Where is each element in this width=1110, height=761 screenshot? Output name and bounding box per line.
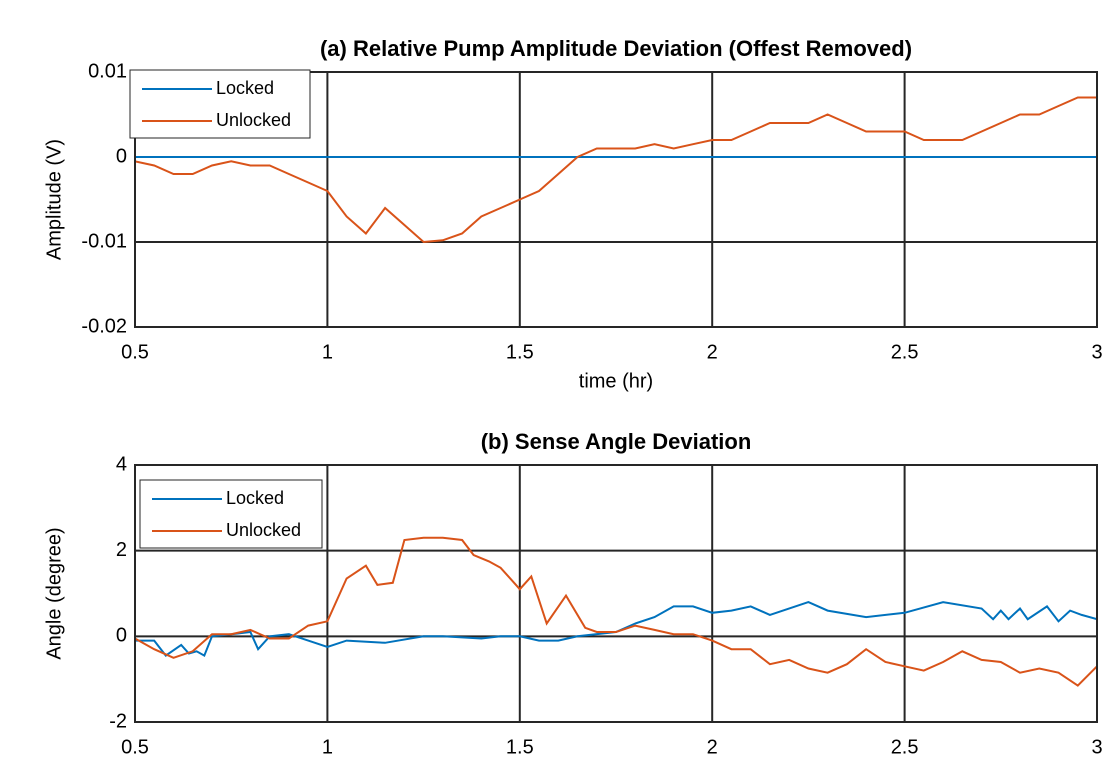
data-line	[135, 96, 1097, 244]
y-tick-label: -0.01	[81, 230, 127, 252]
legend-box	[139, 479, 323, 549]
x-tick-label: 2.5	[891, 341, 919, 363]
legend-label: Unlocked	[216, 110, 291, 130]
axes-box	[134, 71, 1098, 328]
y-axis-label: Angle (degree)	[43, 527, 65, 659]
data-line	[135, 536, 1097, 687]
chart-title: (b) Sense Angle Deviation	[481, 429, 752, 454]
x-tick-label: 2	[707, 736, 718, 758]
y-tick-label: 0.01	[88, 60, 127, 82]
y-tick-label: 4	[116, 453, 127, 475]
x-tick-label: 1	[322, 341, 333, 363]
legend-label: Locked	[226, 488, 284, 508]
x-tick-label: 2.5	[891, 736, 919, 758]
y-tick-label: 0	[116, 625, 127, 647]
legend-label: Unlocked	[226, 520, 301, 540]
y-axis-label: Amplitude (V)	[43, 139, 65, 260]
legend-label: Locked	[216, 78, 274, 98]
y-tick-label: -2	[109, 710, 127, 732]
x-tick-label: 3	[1091, 341, 1102, 363]
x-tick-label: 1.5	[506, 736, 534, 758]
y-tick-label: -0.02	[81, 315, 127, 337]
x-tick-label: 2	[707, 341, 718, 363]
chart-title: (a) Relative Pump Amplitude Deviation (O…	[320, 36, 912, 61]
legend-box	[129, 69, 311, 139]
legend: Locked Unlocked	[139, 479, 323, 549]
y-tick-label: 2	[116, 539, 127, 561]
x-tick-label: 3	[1091, 736, 1102, 758]
x-tick-label: 0.5	[121, 341, 149, 363]
y-tick-label: 0	[116, 145, 127, 167]
x-tick-label: 1	[322, 736, 333, 758]
legend: Locked Unlocked	[129, 69, 311, 139]
x-axis-label: time (hr)	[579, 370, 653, 392]
axes-box	[134, 464, 1098, 723]
x-tick-label: 1.5	[506, 341, 534, 363]
x-tick-label: 0.5	[121, 736, 149, 758]
